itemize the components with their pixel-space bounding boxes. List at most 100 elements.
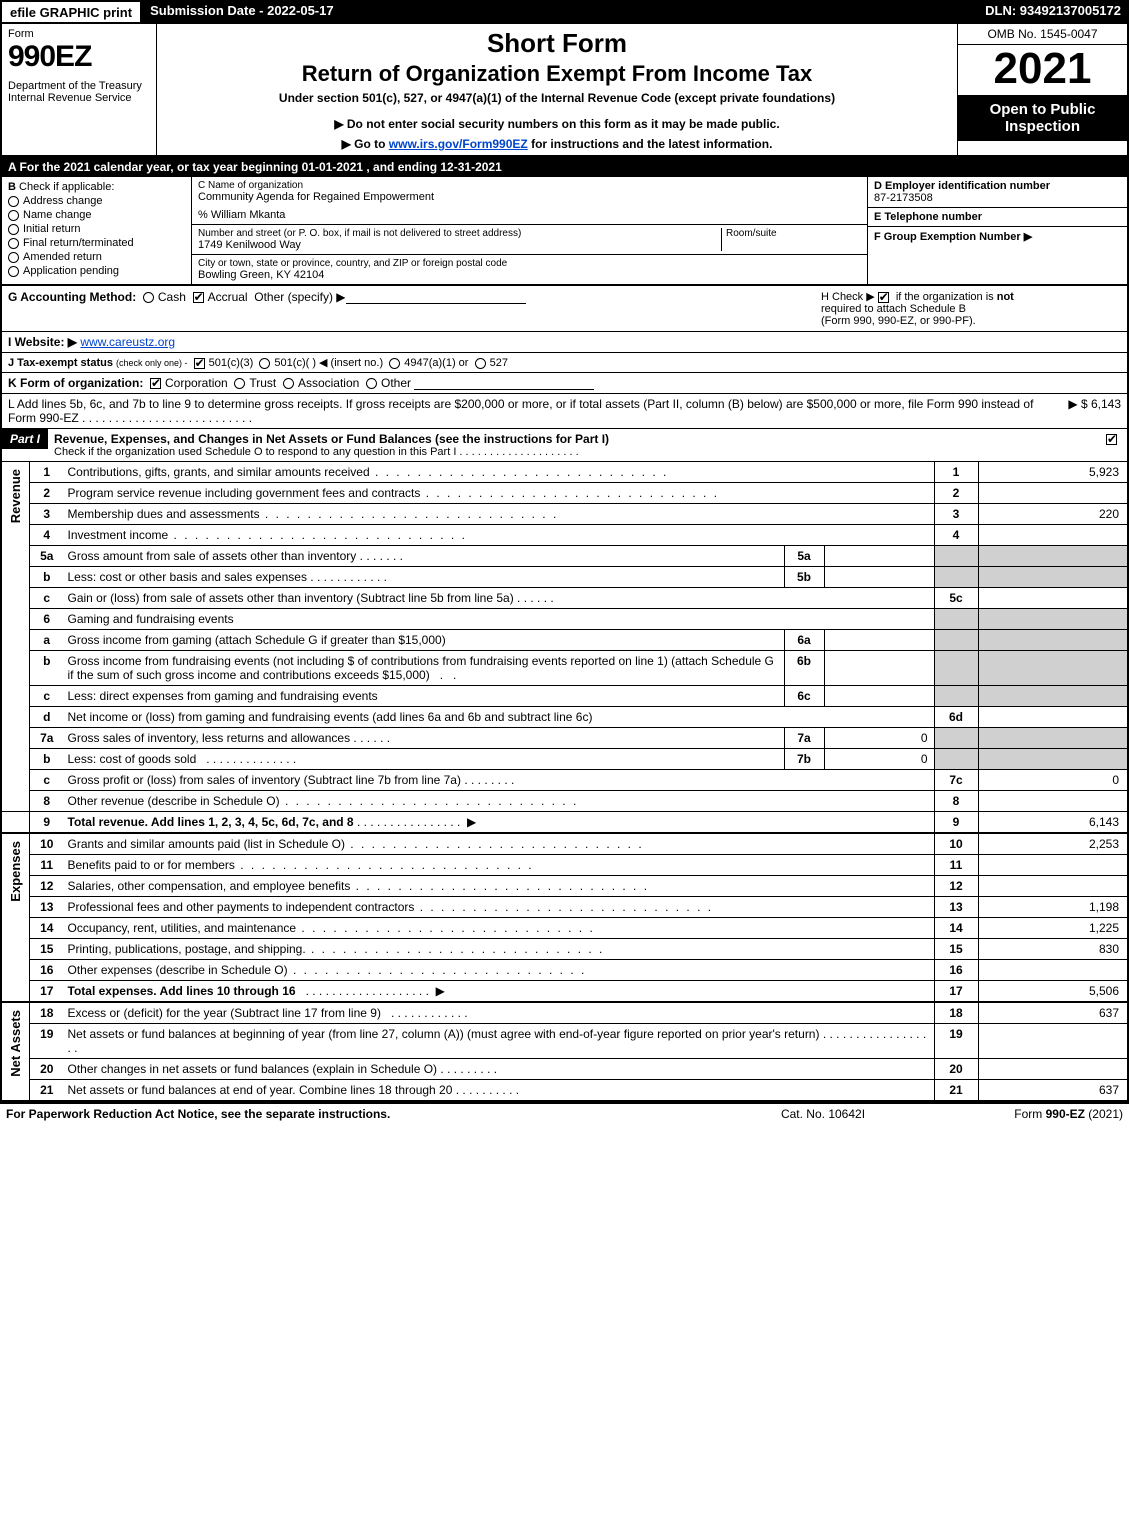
j-501c3: 501(c)(3) (209, 357, 254, 369)
row-9: 9 Total revenue. Add lines 1, 2, 3, 4, 5… (1, 812, 1128, 834)
rad-trust[interactable] (234, 378, 245, 389)
l17-desc: Total expenses. Add lines 10 through 16 (68, 984, 296, 998)
cb-501c3[interactable] (194, 358, 205, 369)
submission-date: Submission Date - 2022-05-17 (142, 0, 342, 24)
form-number: 990EZ (8, 40, 150, 74)
cb-accrual[interactable] (193, 292, 204, 303)
row-13: 13 Professional fees and other payments … (1, 897, 1128, 918)
l6b-desc: Gross income from fundraising events (no… (68, 654, 774, 682)
cb-name-change[interactable]: Name change (8, 209, 185, 221)
public-inspection-badge: Open to Public Inspection (958, 95, 1127, 141)
l10-amt: 2,253 (978, 833, 1128, 855)
l3-desc: Membership dues and assessments (68, 507, 260, 521)
h-pre: H Check ▶ (821, 291, 878, 303)
row-1: Revenue 1 Contributions, gifts, grants, … (1, 462, 1128, 483)
l16-amt (978, 960, 1128, 981)
d-ein: D Employer identification number 87-2173… (868, 177, 1127, 208)
l6-desc: Gaming and fundraising events (68, 612, 234, 626)
j-label: J Tax-exempt status (8, 357, 113, 369)
c-city-sub: City or town, state or province, country… (192, 255, 867, 284)
l1-amt: 5,923 (978, 462, 1128, 483)
row-19: 19 Net assets or fund balances at beginn… (1, 1024, 1128, 1059)
l2-desc: Program service revenue including govern… (68, 486, 421, 500)
l6c-amt (824, 686, 934, 707)
g-label: G Accounting Method: (8, 290, 136, 304)
row-7a: 7a Gross sales of inventory, less return… (1, 728, 1128, 749)
row-7b: b Less: cost of goods sold . . . . . . .… (1, 749, 1128, 770)
efile-print-button[interactable]: efile GRAPHIC print (0, 0, 142, 24)
rad-527[interactable] (475, 358, 486, 369)
cb-schedule-b[interactable] (878, 292, 889, 303)
l6d-desc: Net income or (loss) from gaming and fun… (68, 710, 593, 724)
l7c-amt: 0 (978, 770, 1128, 791)
cb-amended-return[interactable]: Amended return (8, 251, 185, 263)
l6b-amt (824, 651, 934, 686)
row-20: 20 Other changes in net assets or fund b… (1, 1059, 1128, 1080)
section-g-h: G Accounting Method: Cash Accrual Other … (0, 286, 1129, 332)
l4-desc: Investment income (68, 528, 169, 542)
form-header: Form 990EZ Department of the Treasury In… (0, 24, 1129, 157)
cb-address-change[interactable]: Address change (8, 195, 185, 207)
l19-desc: Net assets or fund balances at beginning… (68, 1027, 820, 1041)
g-accounting: G Accounting Method: Cash Accrual Other … (8, 290, 821, 327)
row-6b: b Gross income from fundraising events (… (1, 651, 1128, 686)
room-suite: Room/suite (721, 228, 861, 251)
line-i: I Website: ▶ www.careustz.org (0, 332, 1129, 353)
irs-link[interactable]: www.irs.gov/Form990EZ (389, 137, 528, 151)
l21-amt: 637 (978, 1080, 1128, 1102)
l14-amt: 1,225 (978, 918, 1128, 939)
h-mid: if the organization is (893, 291, 997, 303)
rad-cash[interactable] (143, 292, 154, 303)
expenses-vlabel: Expenses (6, 837, 25, 906)
l20-desc: Other changes in net assets or fund bala… (68, 1062, 438, 1076)
page-footer: For Paperwork Reduction Act Notice, see … (0, 1102, 1129, 1124)
l10-desc: Grants and similar amounts paid (list in… (68, 837, 345, 851)
rad-other-org[interactable] (366, 378, 377, 389)
cash-label: Cash (158, 290, 186, 304)
c-street-sub: Number and street (or P. O. box, if mail… (192, 225, 867, 255)
h-not: not (997, 291, 1014, 303)
row-5b: b Less: cost or other basis and sales ex… (1, 567, 1128, 588)
rad-association[interactable] (283, 378, 294, 389)
cb-application-pending[interactable]: Application pending (8, 265, 185, 277)
c-name-sub: C Name of organization Community Agenda … (192, 177, 867, 225)
l11-amt (978, 855, 1128, 876)
revenue-vlabel: Revenue (6, 465, 25, 527)
l13-desc: Professional fees and other payments to … (68, 900, 415, 914)
l3-amt: 220 (978, 504, 1128, 525)
other-org-input[interactable] (414, 376, 594, 390)
line-k: K Form of organization: Corporation Trus… (0, 373, 1129, 394)
omb-number: OMB No. 1545-0047 (958, 24, 1127, 45)
l18-desc: Excess or (deficit) for the year (Subtra… (68, 1006, 381, 1020)
cb-final-return[interactable]: Final return/terminated (8, 237, 185, 249)
l8-amt (978, 791, 1128, 812)
dln: DLN: 93492137005172 (977, 0, 1129, 24)
e-phone: E Telephone number (868, 208, 1127, 227)
row-7c: c Gross profit or (loss) from sales of i… (1, 770, 1128, 791)
footer-left: For Paperwork Reduction Act Notice, see … (6, 1107, 723, 1121)
top-bar: efile GRAPHIC print Submission Date - 20… (0, 0, 1129, 24)
department: Department of the Treasury Internal Reve… (8, 80, 150, 104)
cb-corporation[interactable] (150, 378, 161, 389)
cb-initial-return[interactable]: Initial return (8, 223, 185, 235)
other-specify-input[interactable] (346, 290, 526, 304)
footer-mid: Cat. No. 10642I (723, 1107, 923, 1121)
l6c-desc: Less: direct expenses from gaming and fu… (68, 689, 378, 703)
row-5a: 5a Gross amount from sale of assets othe… (1, 546, 1128, 567)
l2-amt (978, 483, 1128, 504)
goto-post: for instructions and the latest informat… (528, 137, 773, 151)
website-link[interactable]: www.careustz.org (80, 335, 175, 349)
l19-amt (978, 1024, 1128, 1059)
l9-amt: 6,143 (978, 812, 1128, 834)
row-12: 12 Salaries, other compensation, and emp… (1, 876, 1128, 897)
l18-amt: 637 (978, 1002, 1128, 1024)
f-group: F Group Exemption Number ▶ (868, 227, 1127, 284)
l4-amt (978, 525, 1128, 546)
title-return: Return of Organization Exempt From Incom… (165, 61, 949, 87)
rad-4947[interactable] (389, 358, 400, 369)
part-i-check[interactable] (1100, 429, 1127, 449)
row-18: Net Assets 18 Excess or (deficit) for th… (1, 1002, 1128, 1024)
rad-501c[interactable] (259, 358, 270, 369)
h-line3: (Form 990, 990-EZ, or 990-PF). (821, 315, 976, 327)
l7b-amt: 0 (824, 749, 934, 770)
